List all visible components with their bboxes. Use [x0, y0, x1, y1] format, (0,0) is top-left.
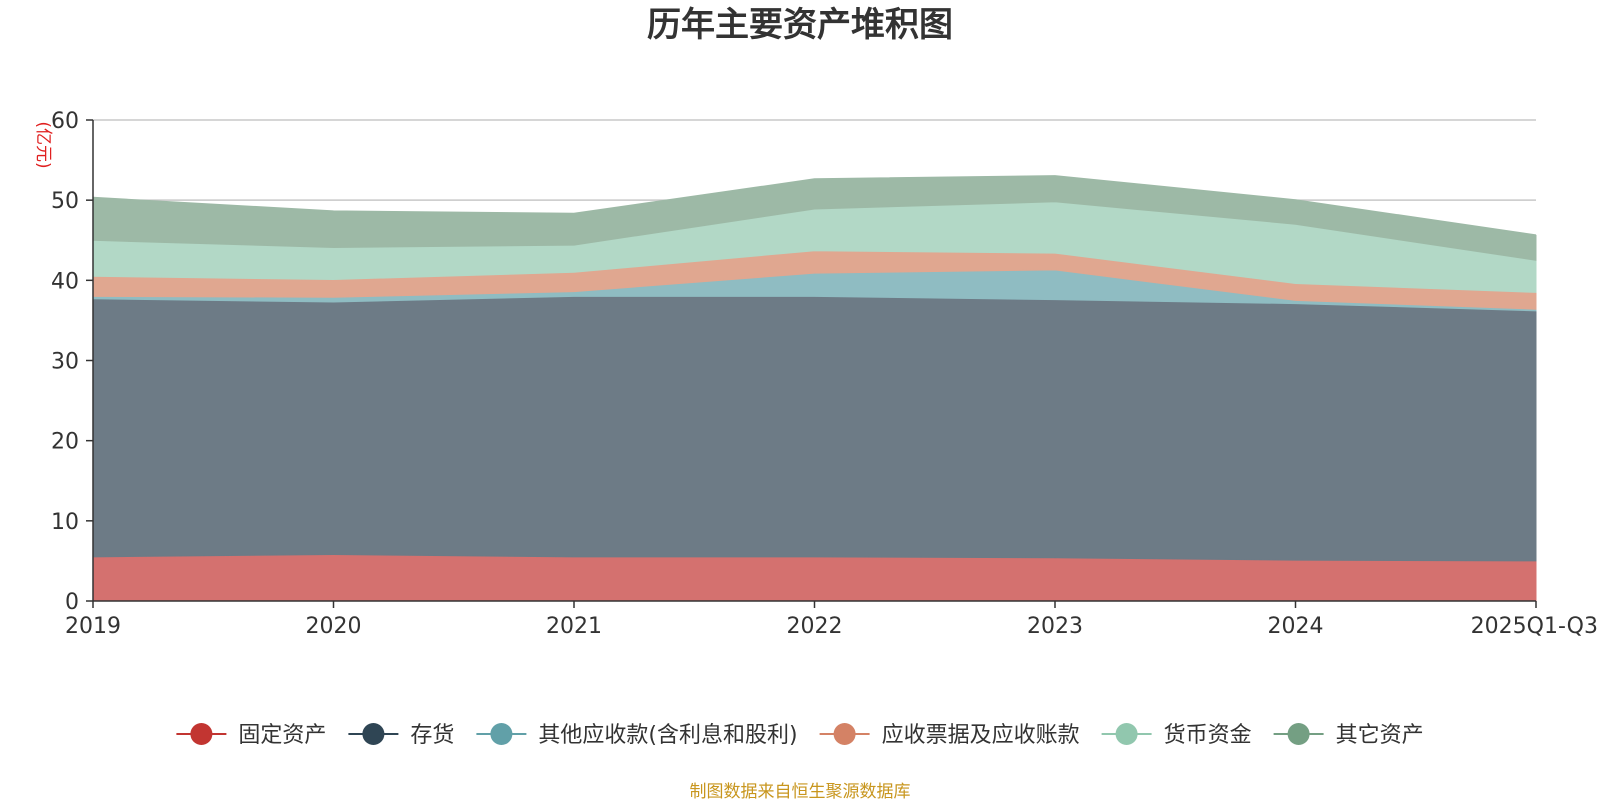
y-tick-label: 30	[51, 350, 79, 375]
y-tick-label: 60	[51, 109, 79, 134]
x-tick-label: 2024	[1268, 614, 1324, 639]
legend-item[interactable]: 存货	[348, 723, 454, 748]
area-series-1	[92, 553, 1537, 602]
y-axis-unit-label: (亿元)	[33, 121, 53, 168]
area-series-2	[92, 295, 1537, 562]
legend-label: 其他应收款(含利息和股利)	[538, 723, 797, 748]
legend-marker	[490, 723, 513, 745]
area-series-6-edge	[92, 175, 1537, 237]
legend-label: 固定资产	[238, 723, 326, 748]
legend-item[interactable]: 其它资产	[1273, 723, 1424, 748]
y-axis-ticks: 0 10 20 30 40 50 60	[51, 109, 93, 615]
legend-marker	[1287, 723, 1310, 745]
area-series	[92, 175, 1537, 602]
legend-marker	[1115, 723, 1138, 745]
y-tick-label: 40	[51, 269, 79, 294]
data-source-note: 制图数据来自恒生聚源数据库	[690, 782, 911, 800]
legend-marker	[833, 723, 856, 745]
legend-label: 货币资金	[1164, 723, 1252, 748]
legend-label: 其它资产	[1336, 723, 1424, 748]
legend-item[interactable]: 固定资产	[176, 723, 326, 748]
y-tick-label: 20	[51, 430, 79, 455]
x-tick-label: 2020	[306, 614, 362, 639]
chart-title: 历年主要资产堆积图	[647, 5, 953, 45]
legend-item[interactable]: 货币资金	[1101, 723, 1252, 748]
x-tick-label: 2019	[65, 614, 121, 639]
legend-marker	[190, 723, 213, 745]
legend-item[interactable]: 其他应收款(含利息和股利)	[476, 723, 798, 748]
x-tick-label: 2025Q1-Q3	[1471, 614, 1598, 639]
y-tick-label: 10	[51, 510, 79, 535]
legend-label: 存货	[410, 723, 454, 748]
legend-marker	[362, 723, 385, 745]
legend: 固定资产 存货 其他应收款(含利息和股利) 应收票据及应收账款 货币资金 其它资产	[176, 723, 1424, 748]
x-tick-label: 2021	[546, 614, 602, 639]
y-tick-label: 0	[65, 590, 79, 615]
x-tick-label: 2023	[1027, 614, 1083, 639]
legend-item[interactable]: 应收票据及应收账款	[819, 723, 1080, 748]
legend-label: 应收票据及应收账款	[882, 723, 1080, 748]
x-tick-label: 2022	[787, 614, 843, 639]
y-tick-label: 50	[51, 189, 79, 214]
x-axis-ticks: 2019 2020 2021 2022 2023 2024 2025Q1-Q3	[65, 601, 1598, 639]
